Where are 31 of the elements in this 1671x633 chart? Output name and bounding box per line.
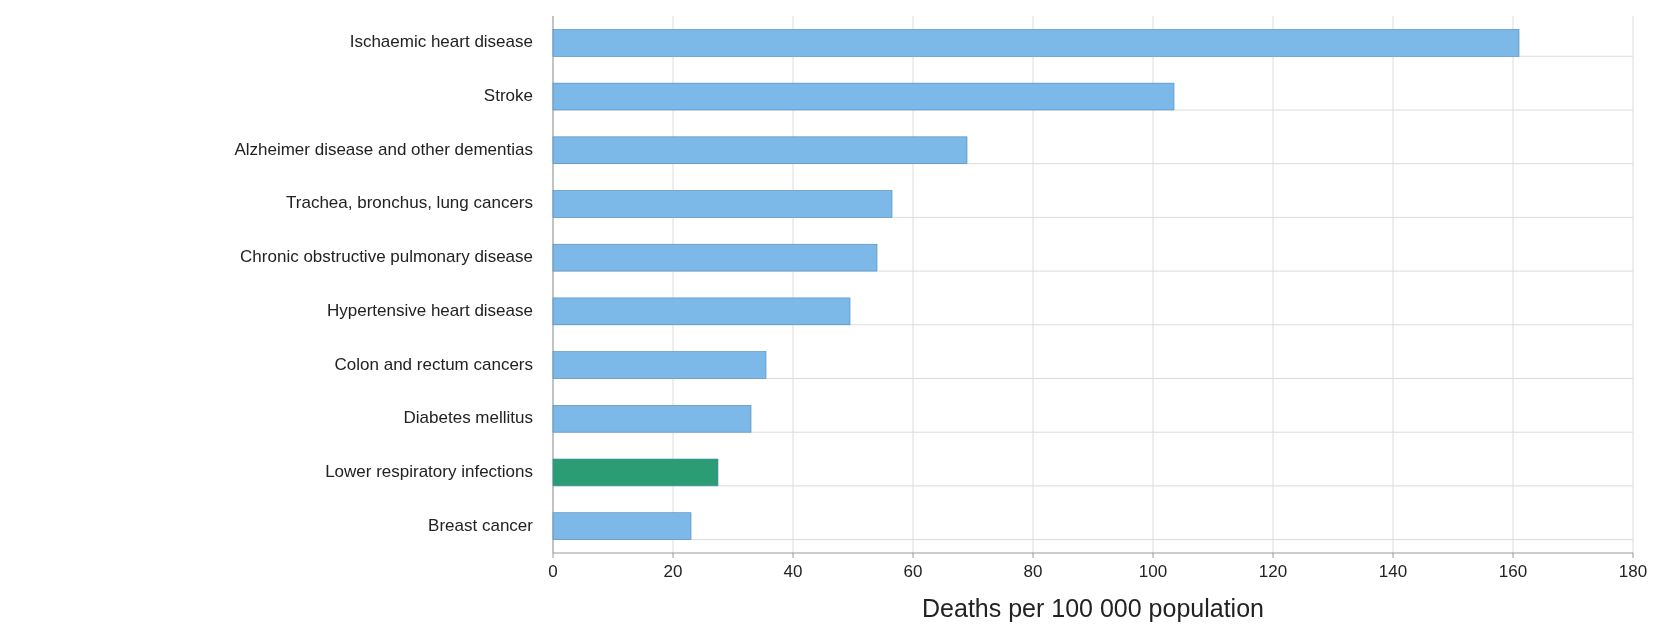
bar	[552, 458, 719, 487]
bar	[552, 351, 767, 379]
x-tick-label: 20	[663, 562, 683, 581]
bar	[552, 136, 968, 164]
bar	[552, 405, 752, 433]
x-tick-label: 80	[1023, 562, 1043, 581]
bar	[552, 29, 1520, 57]
x-tick-label: 40	[783, 562, 803, 581]
y-tick-label: Alzheimer disease and other dementias	[234, 139, 533, 159]
y-tick-label: Lower respiratory infections	[325, 461, 533, 481]
y-tick-label: Stroke	[483, 86, 533, 106]
y-tick-label: Colon and rectum cancers	[334, 354, 533, 374]
x-tick-label: 100	[1138, 562, 1168, 581]
x-axis-title: Deaths per 100 000 population	[922, 594, 1264, 622]
x-tick-label: 0	[548, 562, 558, 581]
x-tick-label: 180	[1618, 562, 1648, 581]
y-tick-label: Diabetes mellitus	[403, 408, 533, 428]
y-tick-label: Trachea, bronchus, lung cancers	[286, 193, 533, 213]
y-tick-label: Ischaemic heart disease	[349, 32, 533, 52]
x-tick-label: 160	[1498, 562, 1528, 581]
x-tick-label: 120	[1258, 562, 1288, 581]
bar	[552, 297, 851, 326]
x-tick-label: 140	[1378, 562, 1408, 581]
y-tick-label: Hypertensive heart disease	[326, 300, 533, 320]
bar	[552, 512, 692, 540]
y-tick-label: Breast cancer	[428, 515, 534, 535]
bar	[552, 82, 1175, 111]
x-tick-label: 60	[903, 562, 923, 581]
bar	[552, 243, 878, 272]
y-tick-label: Chronic obstructive pulmonary disease	[240, 247, 533, 267]
bar	[552, 190, 893, 218]
